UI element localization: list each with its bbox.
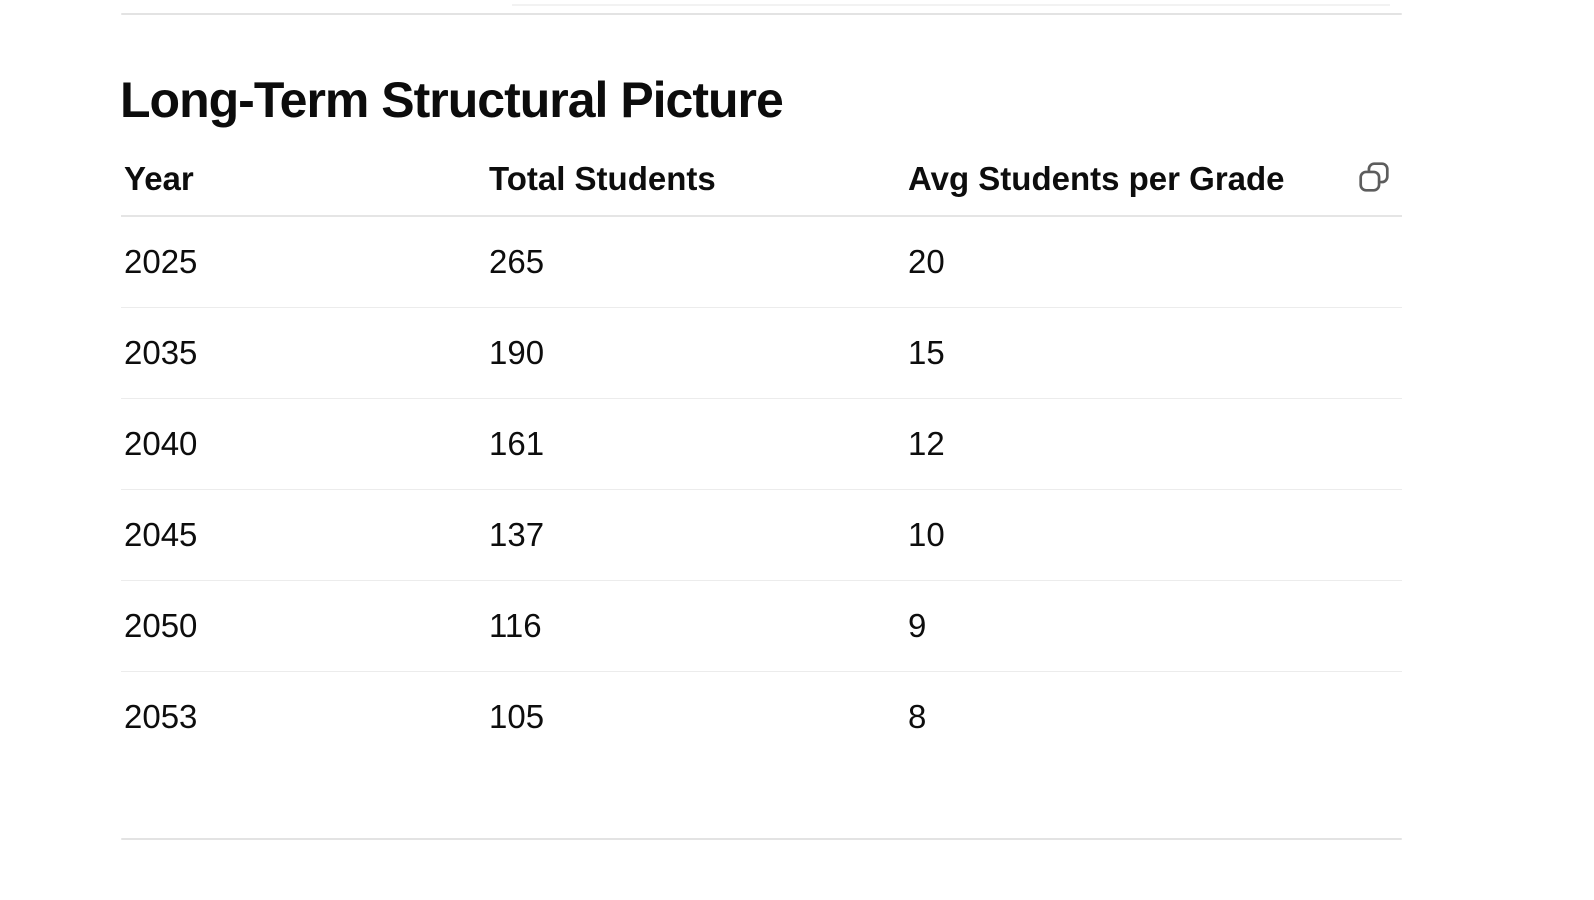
cell-year: 2040: [124, 425, 198, 462]
cell-year: 2025: [124, 243, 198, 280]
cell-year: 2045: [124, 516, 198, 553]
cell-total-students: 137: [489, 516, 545, 553]
col-header-year: Year: [121, 148, 486, 217]
bottom-divider: [121, 838, 1402, 840]
cell-total-students: 116: [489, 607, 542, 644]
table-header-row: Year Total Students Avg Students per Gra…: [121, 148, 1402, 217]
cell-avg-per-grade: 15: [908, 334, 945, 371]
cell-year: 2035: [124, 334, 198, 371]
table-row: 2053 105 8: [121, 672, 1402, 763]
top-divider: [121, 13, 1402, 15]
cell-total-students: 105: [489, 698, 545, 735]
table-row: 2050 116 9: [121, 581, 1402, 672]
cell-avg-per-grade: 9: [908, 607, 927, 644]
previous-content-edge: [512, 4, 1390, 6]
cell-total-students: 161: [489, 425, 545, 462]
table-row: 2035 190 15: [121, 308, 1402, 399]
cell-total-students: 265: [489, 243, 545, 280]
table-row: 2025 265 20: [121, 216, 1402, 308]
long-term-table: Year Total Students Avg Students per Gra…: [121, 148, 1402, 762]
col-header-avg-per-grade: Avg Students per Grade: [905, 148, 1402, 217]
cell-total-students: 190: [489, 334, 545, 371]
cell-year: 2050: [124, 607, 198, 644]
cell-avg-per-grade: 10: [908, 516, 945, 553]
table-row: 2040 161 12: [121, 399, 1402, 490]
cell-avg-per-grade: 12: [908, 425, 945, 462]
copy-table-button[interactable]: [1353, 156, 1395, 198]
section-title: Long-Term Structural Picture: [120, 72, 784, 128]
col-header-total-students: Total Students: [486, 148, 905, 217]
cell-year: 2053: [124, 698, 198, 735]
copy-icon: [1355, 158, 1393, 196]
table-row: 2045 137 10: [121, 490, 1402, 581]
cell-avg-per-grade: 8: [908, 698, 927, 735]
cell-avg-per-grade: 20: [908, 243, 945, 280]
